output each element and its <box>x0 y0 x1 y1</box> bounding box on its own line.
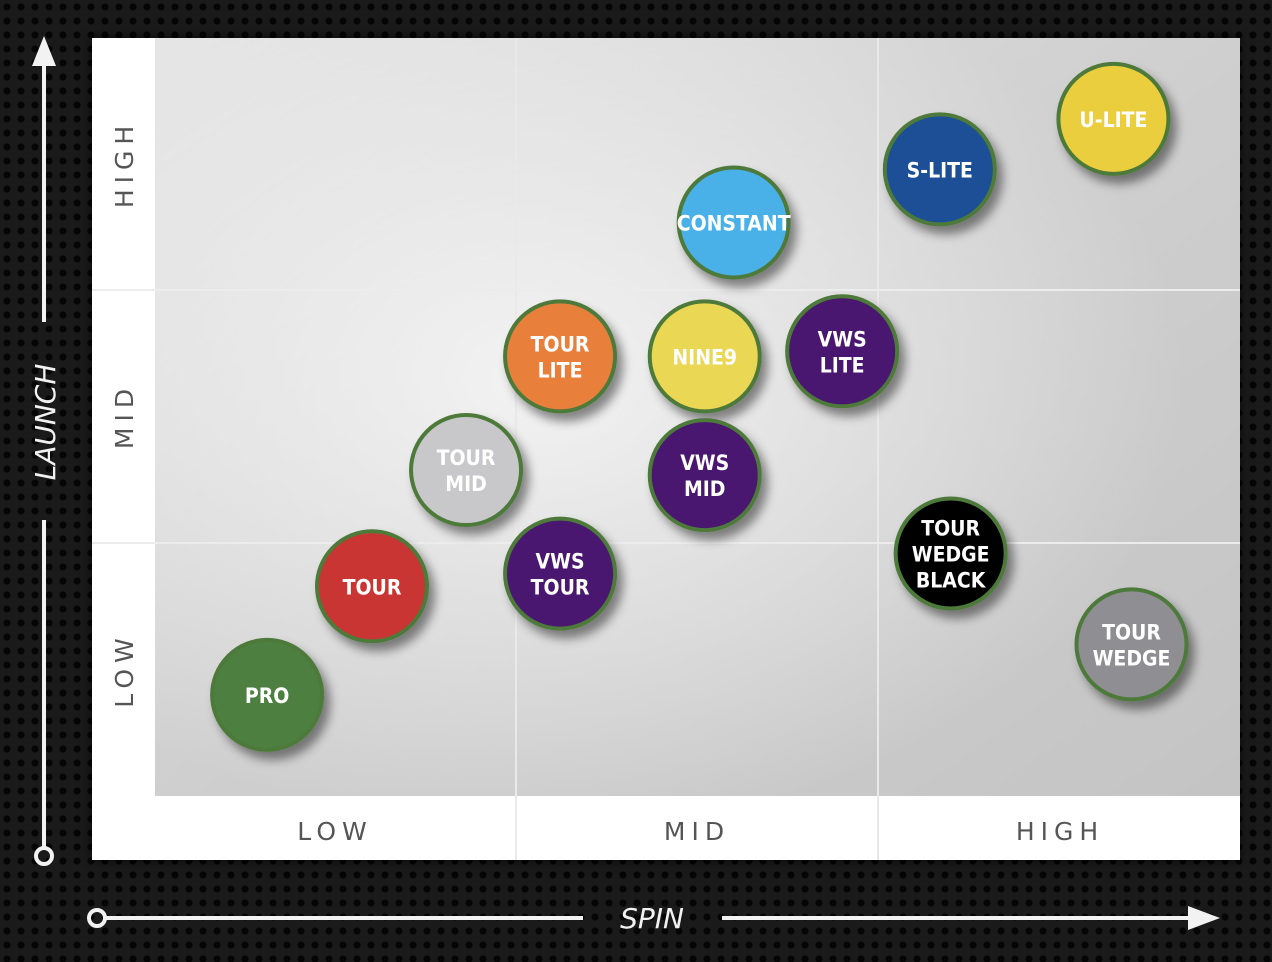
bubble-circle <box>882 112 997 227</box>
bubble-label: VWS <box>680 451 729 475</box>
bubble-circle <box>210 637 325 752</box>
bubbles-layer: PROTOURTOURMIDVWSTOURTOURLITENINE9VWSMID… <box>210 61 1189 752</box>
x-axis-title: SPIN <box>620 902 684 935</box>
bubble-circle <box>315 529 429 644</box>
bubble-label: WEDGE <box>912 542 990 566</box>
plot-area-glow <box>155 38 1240 796</box>
bubble-label: MID <box>684 477 726 501</box>
bubble-label: TOUR <box>921 516 980 540</box>
bubble-tour: TOUR <box>315 529 429 644</box>
spin-axis-arrowhead <box>1188 906 1220 930</box>
bubble-circle <box>1056 61 1171 176</box>
bubble-circle <box>1074 587 1189 702</box>
bubble-label: TOUR <box>531 332 590 356</box>
bubble-circle <box>647 299 762 414</box>
y-tick-label-low: LOW <box>110 632 139 707</box>
x-tick-label-mid: MID <box>664 817 730 846</box>
y-axis-title: LAUNCH <box>29 364 62 481</box>
bubble-label: S-LITE <box>907 158 973 182</box>
x-tick-label-low: LOW <box>297 817 372 846</box>
bubble-circle <box>647 418 762 533</box>
bubble-label: PRO <box>245 684 289 708</box>
bubble-label: WEDGE <box>1093 646 1171 670</box>
bubble-circle <box>503 516 618 631</box>
bubble-label: MID <box>445 472 487 496</box>
bubble-label: VWS <box>536 550 585 574</box>
bubble-label: LITE <box>538 358 583 382</box>
bubble-circle <box>409 413 524 528</box>
bubble-label: NINE9 <box>672 345 737 369</box>
bubble-circle <box>503 299 618 414</box>
bubble-u-lite: U-LITE <box>1056 61 1171 176</box>
bubble-label: U-LITE <box>1079 108 1147 132</box>
y-tick-label-high: HIGH <box>110 120 139 208</box>
bubble-label: TOUR <box>437 446 496 470</box>
bubble-constant: CONSTANT <box>676 165 791 280</box>
bubble-label: BLACK <box>916 568 987 592</box>
bubble-label: LITE <box>820 353 865 377</box>
bubble-circle <box>785 294 900 409</box>
bubble-label: CONSTANT <box>677 211 791 235</box>
y-tick-label-mid: MID <box>110 383 139 449</box>
bubble-circle <box>893 496 1008 611</box>
bubble-s-lite: S-LITE <box>882 112 997 227</box>
x-tick-label-high: HIGH <box>1016 817 1104 846</box>
bubble-circle <box>676 165 791 280</box>
spin-axis-origin-dot <box>87 908 107 928</box>
spin-axis-arrow <box>87 906 1220 930</box>
bubble-nine9: NINE9 <box>647 299 762 414</box>
bubble-label: TOUR <box>343 575 402 599</box>
launch-axis-arrowhead <box>32 36 56 66</box>
bubble-label: TOUR <box>1102 620 1161 644</box>
bubble-label: VWS <box>818 327 867 351</box>
launch-axis-origin-dot <box>34 846 54 866</box>
bubble-label: TOUR <box>531 576 590 600</box>
launch-axis-arrow <box>32 36 56 866</box>
bubble-pro: PRO <box>210 637 325 752</box>
